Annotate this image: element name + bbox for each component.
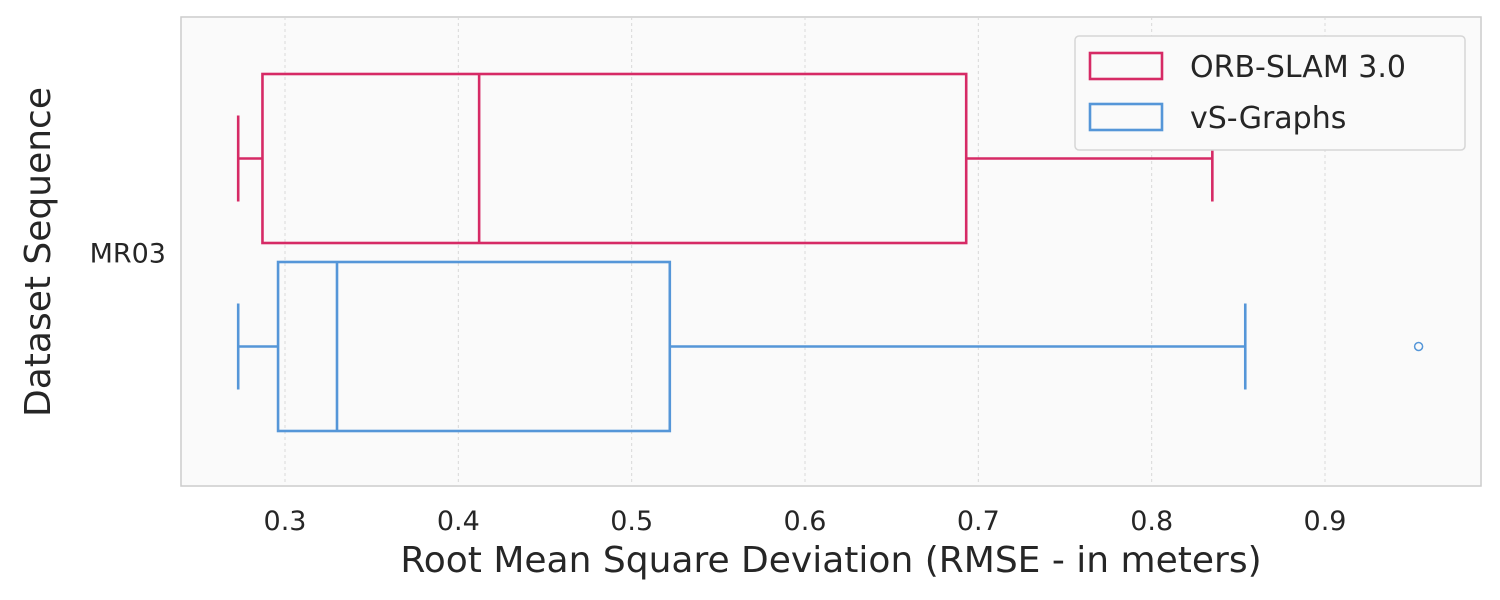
legend-frame — [1074, 35, 1466, 151]
x-axis-label: Root Mean Square Deviation (RMSE - in me… — [400, 540, 1261, 581]
outlier-point — [1413, 341, 1424, 352]
x-tick-label: 0.3 — [264, 506, 307, 537]
x-tick-label: 0.4 — [437, 506, 480, 537]
x-tick-label: 0.8 — [1130, 506, 1173, 537]
legend-swatch — [1088, 51, 1164, 81]
legend-label: vS-Graphs — [1190, 101, 1346, 136]
x-tick-label: 0.7 — [957, 506, 1000, 537]
x-tick-labels: 0.3 0.4 0.5 0.6 0.7 0.8 0.9 — [264, 506, 1347, 537]
y-tick-labels: MR03 — [90, 239, 166, 270]
legend: ORB-SLAM 3.0 vS-Graphs — [1074, 35, 1466, 151]
grid-lines — [284, 17, 1326, 486]
x-tick-label: 0.6 — [784, 506, 827, 537]
x-tick-label: 0.5 — [610, 506, 653, 537]
iqr-box — [276, 260, 672, 433]
iqr-box — [261, 72, 968, 245]
x-tick-label: 0.9 — [1304, 506, 1347, 537]
y-tick-label: MR03 — [90, 239, 166, 270]
y-axis-label: Dataset Sequence — [18, 87, 59, 417]
box-group — [236, 72, 1424, 433]
legend-label: ORB-SLAM 3.0 — [1190, 50, 1406, 85]
legend-swatch — [1088, 102, 1164, 132]
